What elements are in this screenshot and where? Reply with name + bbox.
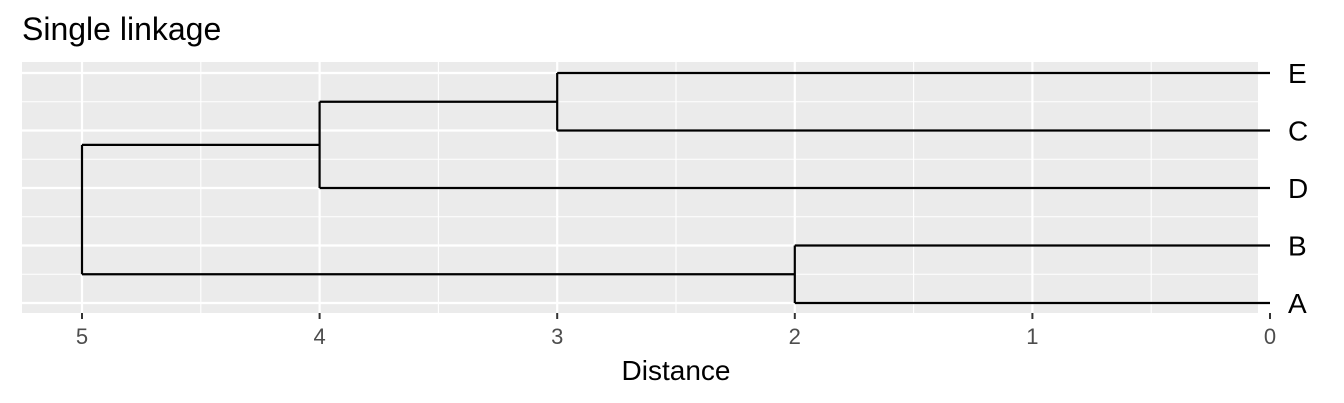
leaf-label: D	[1288, 173, 1308, 204]
dendrogram-branches	[80, 71, 1270, 305]
x-tick-label: 3	[551, 324, 563, 349]
leaf-label: E	[1288, 58, 1307, 89]
chart-title: Single linkage	[22, 11, 221, 47]
x-tick-label: 1	[1026, 324, 1038, 349]
x-axis-ticks: 5 4 3 2 1 0	[76, 313, 1276, 349]
x-axis-title: Distance	[622, 355, 731, 386]
x-tick-label: 2	[789, 324, 801, 349]
x-tick-label: 4	[313, 324, 325, 349]
x-tick-label: 5	[76, 324, 88, 349]
leaf-label: B	[1288, 231, 1307, 262]
leaf-label: A	[1288, 288, 1307, 319]
leaf-label: C	[1288, 116, 1308, 147]
x-tick-label: 0	[1264, 324, 1276, 349]
